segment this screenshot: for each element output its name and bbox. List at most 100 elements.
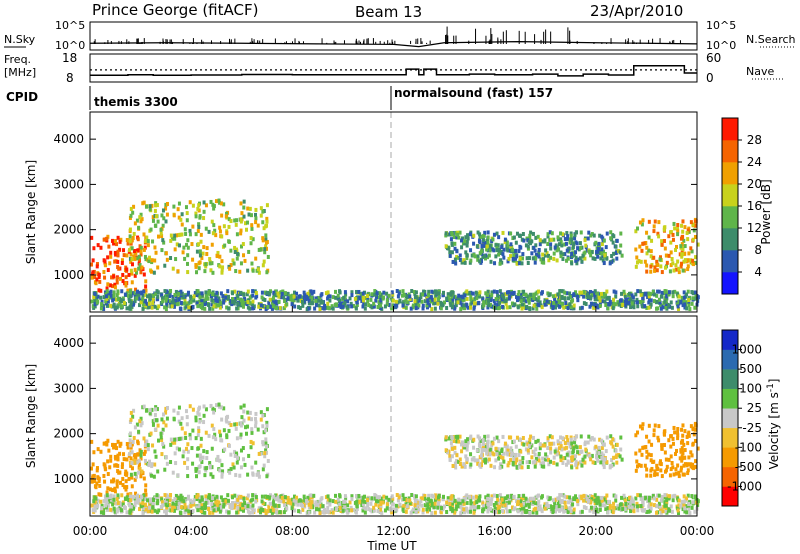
velocity-echo-near-range-ground (183, 505, 187, 510)
velocity-echo-band-afternoon (536, 438, 540, 443)
velocity-echo-ionospheric-band-early (97, 478, 101, 483)
velocity-echo-band-afternoon (589, 437, 593, 442)
power-echo-near-range-ground (99, 306, 103, 311)
power-echo-band-evening (692, 228, 696, 233)
power-echo-band-afternoon (594, 240, 598, 245)
power-echo-band-afternoon (542, 239, 546, 244)
velocity-echo-near-range-ground (612, 505, 616, 510)
power-echo-near-range-ground (278, 306, 282, 311)
power-echo-near-range-ground (657, 297, 661, 302)
velocity-echo-near-range-ground (175, 498, 179, 503)
power-echo-near-range-ground (568, 302, 572, 307)
power-echo-ionospheric-band-early (116, 253, 120, 258)
power-echo-near-range-ground (582, 301, 586, 306)
power-echo-arc-morning (150, 269, 154, 274)
velocity-echo-band-afternoon (502, 451, 506, 456)
velocity-echo-arc-morning (182, 449, 186, 454)
velocity-echo-band-afternoon (453, 461, 457, 466)
velocity-echo-band-afternoon (549, 450, 553, 455)
power-colorbar-label: Power [dB] (759, 179, 773, 244)
power-echo-near-range-ground (584, 301, 588, 306)
velocity-echo-near-range-ground (498, 504, 502, 509)
velocity-echo-ionospheric-band-early (117, 470, 121, 475)
velocity-echo-near-range-ground (314, 502, 318, 507)
velocity-echo-band-afternoon (563, 441, 567, 446)
velocity-echo-arc-morning (140, 421, 144, 426)
velocity-echo-ionospheric-band-early (125, 457, 129, 462)
velocity-echo-band-afternoon (566, 438, 570, 443)
velocity-echo-near-range-ground (673, 493, 677, 498)
power-echo-near-range-ground (116, 296, 120, 301)
power-echo-ionospheric-band-early (121, 272, 125, 277)
power-echo-near-range-ground (415, 300, 419, 305)
power-echo-arc-morning (186, 253, 190, 258)
power-echo-band-afternoon (563, 237, 567, 242)
power-echo-arc-morning (194, 214, 198, 219)
velocity-echo-ionospheric-band-early (129, 445, 133, 450)
power-echo-near-range-ground (519, 299, 523, 304)
power-echo-arc-morning (164, 202, 168, 207)
power-echo-band-evening (676, 232, 680, 237)
power-echo-ionospheric-band-early (134, 251, 138, 256)
velocity-echo-near-range-ground (121, 502, 125, 507)
velocity-echo-near-range-ground (679, 503, 683, 508)
velocity-echo-near-range-ground (390, 500, 394, 505)
date-label: 23/Apr/2010 (590, 2, 683, 20)
power-echo-band-afternoon (468, 260, 472, 265)
velocity-echo-arc-morning (132, 458, 136, 463)
power-echo-band-afternoon (564, 241, 568, 246)
power-echo-near-range-ground (198, 295, 202, 300)
velocity-echo-near-range-ground (227, 510, 231, 515)
velocity-echo-near-range-ground (118, 502, 122, 507)
power-echo-arc-morning (139, 212, 143, 217)
power-echo-arc-morning (151, 215, 155, 220)
velocity-echo-near-range-ground (210, 506, 214, 511)
power-echo-arc-morning (128, 239, 132, 244)
velocity-echo-near-range-ground (616, 504, 620, 509)
velocity-echo-band-afternoon (579, 434, 583, 439)
velocity-echo-near-range-ground (529, 496, 533, 501)
power-echo-band-afternoon (549, 237, 553, 242)
velocity-echo-near-range-ground (355, 493, 359, 498)
velocity-echo-near-range-ground (171, 504, 175, 509)
velocity-echo-arc-morning (245, 431, 249, 436)
velocity-echo-near-range-ground (105, 500, 109, 505)
velocity-echo-band-afternoon (444, 435, 448, 440)
power-echo-near-range-ground (576, 298, 580, 303)
velocity-echo-near-range-ground (536, 501, 540, 506)
velocity-echo-near-range-ground (537, 499, 541, 504)
velocity-echo-near-range-ground (379, 496, 383, 501)
power-echo-near-range-ground (476, 301, 480, 306)
velocity-echo-band-afternoon (465, 447, 469, 452)
velocity-echo-near-range-ground (362, 505, 366, 510)
power-echo-arc-morning (185, 218, 189, 223)
power-echo-near-range-ground (207, 303, 211, 308)
power-echo-band-afternoon (563, 252, 567, 257)
power-echo-band-evening (655, 259, 659, 264)
power-echo-band-evening (634, 247, 638, 252)
velocity-echo-near-range-ground (161, 503, 165, 508)
power-echo-near-range-ground (646, 295, 650, 300)
power-echo-band-afternoon (592, 233, 596, 238)
power-echo-ionospheric-band-early (90, 275, 94, 280)
velocity-echo-near-range-ground (215, 497, 219, 502)
power-echo-ionospheric-band-early (107, 244, 111, 249)
velocity-echo-near-range-ground (174, 493, 178, 498)
velocity-echo-arc-morning (257, 451, 261, 456)
power-echo-near-range-ground (636, 304, 640, 309)
velocity-echo-near-range-ground (342, 499, 346, 504)
velocity-echo-near-range-ground (239, 502, 243, 507)
velocity-echo-near-range-ground (641, 500, 645, 505)
velocity-echo-near-range-ground (293, 496, 297, 501)
power-echo-near-range-ground (169, 288, 173, 293)
power-echo-near-range-ground (241, 301, 245, 306)
velocity-echo-arc-morning (197, 429, 201, 434)
power-echo-band-evening (669, 263, 673, 268)
velocity-echo-near-range-ground (457, 497, 461, 502)
velocity-echo-near-range-ground (493, 506, 497, 511)
velocity-echo-near-range-ground (324, 495, 328, 500)
power-echo-near-range-ground (537, 289, 541, 294)
power-echo-near-range-ground (326, 290, 330, 295)
power-echo-near-range-ground (686, 289, 690, 294)
velocity-echo-near-range-ground (571, 502, 575, 507)
